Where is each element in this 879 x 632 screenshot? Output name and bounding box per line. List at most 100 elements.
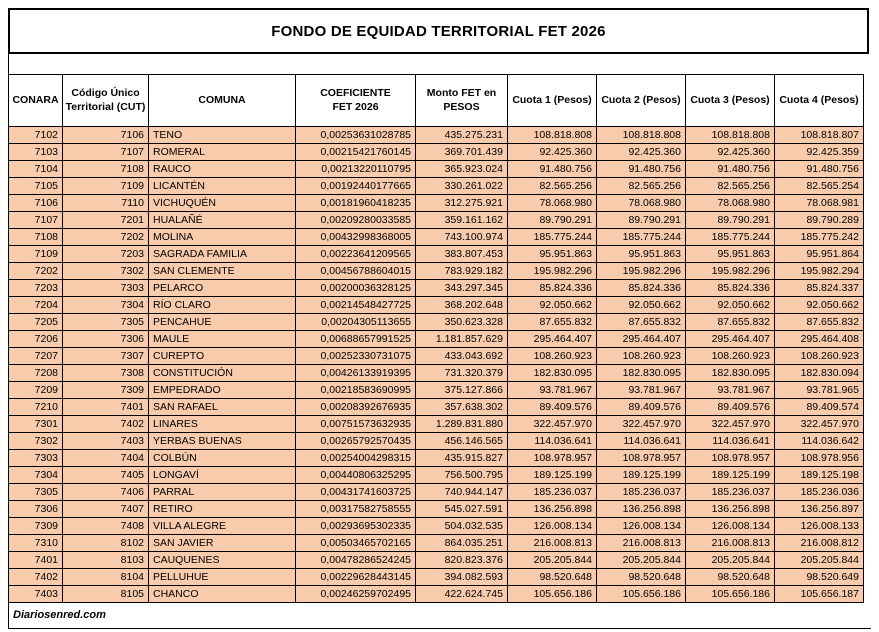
header-row: CONARA Código Único Territorial (CUT) COMU… [8,74,864,127]
col-header-coeficiente: COEFICIENTE FET 2026 [295,74,416,127]
table-row: 7206 7306 MAULE 0,00688657991525 1.181.857.6… [8,330,864,348]
cell-comuna: MAULE [148,330,296,348]
cell-cut: 8105 [62,585,149,603]
table-row: 7108 7202 MOLINA 0,00432998368005 743.100.97… [8,228,864,246]
cell-monto: 504.032.535 [415,517,508,535]
cell-comuna: LONGAVÍ [148,466,296,484]
cell-cuota4: 205.205.844 [774,551,864,569]
cell-cuota2: 92.425.360 [596,143,686,161]
table-row: 7402 8104 PELLUHUE 0,00229628443145 394.082.… [8,568,864,586]
cell-cut: 7307 [62,347,149,365]
table-row: 7106 7110 VICHUQUÉN 0,00181960418235 312.275… [8,194,864,212]
cell-cuota2: 91.480.756 [596,160,686,178]
cell-coeficiente: 0,00200036328125 [295,279,416,297]
cell-cuota3: 92.425.360 [685,143,775,161]
cell-cuota1: 185.775.244 [507,228,597,246]
table-row: 7205 7305 PENCAHUE 0,00204305113655 350.623.… [8,313,864,331]
cell-monto: 435.915.827 [415,449,508,467]
cell-monto: 330.261.022 [415,177,508,195]
cell-coeficiente: 0,00456788604015 [295,262,416,280]
cell-cuota4: 108.260.923 [774,347,864,365]
cell-comuna: COLBÚN [148,449,296,467]
cell-monto: 756.500.795 [415,466,508,484]
cell-cuota4: 98.520.649 [774,568,864,586]
cell-comuna: EMPEDRADO [148,381,296,399]
cell-conara: 7205 [8,313,63,331]
cell-cut: 7201 [62,211,149,229]
cell-cuota2: 182.830.095 [596,364,686,382]
cell-comuna: YERBAS BUENAS [148,432,296,450]
cell-conara: 7204 [8,296,63,314]
cell-coeficiente: 0,00317582758555 [295,500,416,518]
cell-monto: 368.202.648 [415,296,508,314]
cell-comuna: ROMERAL [148,143,296,161]
cell-cuota4: 189.125.198 [774,466,864,484]
cell-monto: 545.027.591 [415,500,508,518]
cell-cut: 8103 [62,551,149,569]
cell-cuota2: 89.409.576 [596,398,686,416]
cell-coeficiente: 0,00246259702495 [295,585,416,603]
cell-cuota4: 95.951.864 [774,245,864,263]
cell-monto: 820.823.376 [415,551,508,569]
cell-cuota2: 185.236.037 [596,483,686,501]
cell-cuota3: 185.775.244 [685,228,775,246]
cell-cuota3: 87.655.832 [685,313,775,331]
cell-conara: 7202 [8,262,63,280]
cell-coeficiente: 0,00426133919395 [295,364,416,382]
cell-coeficiente: 0,00181960418235 [295,194,416,212]
cell-cuota2: 205.205.844 [596,551,686,569]
table-row: 7103 7107 ROMERAL 0,00215421760145 369.701.4… [8,143,864,161]
cell-comuna: RÍO CLARO [148,296,296,314]
cell-cuota1: 189.125.199 [507,466,597,484]
cell-comuna: MOLINA [148,228,296,246]
cell-cuota2: 108.978.957 [596,449,686,467]
cell-cuota2: 93.781.967 [596,381,686,399]
cell-monto: 369.701.439 [415,143,508,161]
cell-cuota4: 126.008.133 [774,517,864,535]
cell-cuota2: 105.656.186 [596,585,686,603]
cell-conara: 7109 [8,245,63,263]
table-row: 7105 7109 LICANTÉN 0,00192440177665 330.261.… [8,177,864,195]
cell-conara: 7106 [8,194,63,212]
cell-conara: 7309 [8,517,63,535]
cell-cut: 7108 [62,160,149,178]
cell-cuota4: 92.425.359 [774,143,864,161]
cell-conara: 7304 [8,466,63,484]
cell-cuota2: 322.457.970 [596,415,686,433]
cell-cuota2: 87.655.832 [596,313,686,331]
cell-monto: 359.161.162 [415,211,508,229]
cell-cuota1: 136.256.898 [507,500,597,518]
cell-cuota4: 78.068.981 [774,194,864,212]
cell-cuota2: 108.260.923 [596,347,686,365]
fet-table: CONARA Código Único Territorial (CUT) COMU… [8,74,864,603]
table-row: 7204 7304 RÍO CLARO 0,00214548427725 368.202… [8,296,864,314]
cell-cuota4: 91.480.756 [774,160,864,178]
cell-cut: 7107 [62,143,149,161]
cell-comuna: PARRAL [148,483,296,501]
cell-conara: 7206 [8,330,63,348]
cell-cuota2: 82.565.256 [596,177,686,195]
cell-coeficiente: 0,00218583690995 [295,381,416,399]
cell-conara: 7107 [8,211,63,229]
cell-coeficiente: 0,00213220110795 [295,160,416,178]
cell-monto: 740.944.147 [415,483,508,501]
cell-monto: 422.624.745 [415,585,508,603]
cell-cuota1: 89.790.291 [507,211,597,229]
cell-cut: 7408 [62,517,149,535]
cell-cuota4: 114.036.642 [774,432,864,450]
col-header-cuota3: Cuota 3 (Pesos) [685,74,775,127]
cell-cuota2: 92.050.662 [596,296,686,314]
cell-cuota3: 89.409.576 [685,398,775,416]
cell-monto: 343.297.345 [415,279,508,297]
cell-monto: 1.289.831.880 [415,415,508,433]
bottom-border-line [8,628,871,629]
cell-cuota3: 216.008.813 [685,534,775,552]
cell-coeficiente: 0,00208392676935 [295,398,416,416]
cell-conara: 7303 [8,449,63,467]
col-header-cuota1: Cuota 1 (Pesos) [507,74,597,127]
cell-coeficiente: 0,00253631028785 [295,126,416,144]
table-row: 7401 8103 CAUQUENES 0,00478286524245 820.823… [8,551,864,569]
cell-cuota1: 92.050.662 [507,296,597,314]
cell-cuota2: 78.068.980 [596,194,686,212]
